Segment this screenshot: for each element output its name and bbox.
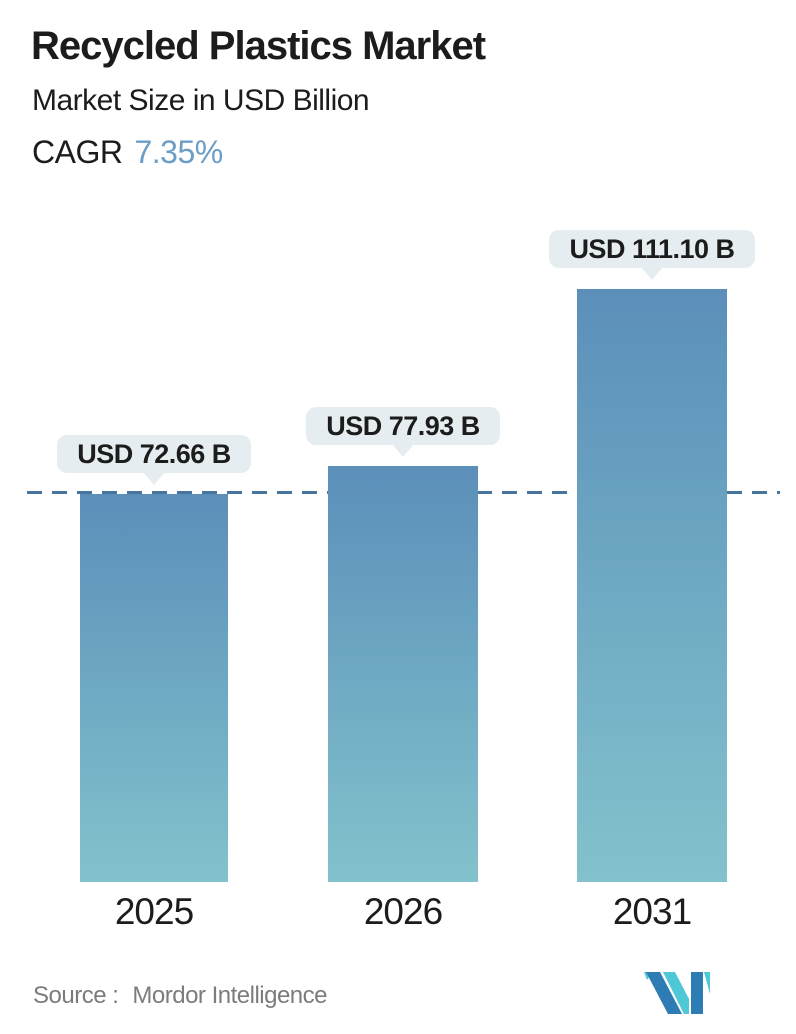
value-callout-2031: USD 111.10 B [549, 230, 755, 280]
chart-subtitle: Market Size in USD Billion [32, 84, 370, 117]
source-value: Mordor Intelligence [132, 982, 327, 1009]
chart-title: Recycled Plastics Market [31, 24, 486, 68]
callout-pointer-icon [641, 267, 663, 280]
x-axis-label-2031: 2031 [612, 891, 692, 932]
value-label-2031: USD 111.10 B [549, 230, 755, 268]
value-label-2026: USD 77.93 B [306, 407, 500, 445]
bar-column-2026: USD 77.93 B [306, 407, 500, 882]
bar-column-2031: USD 111.10 B [549, 230, 755, 882]
callout-pointer-icon [143, 472, 165, 485]
mordor-intelligence-logo-icon [644, 972, 710, 1014]
cagr-label: CAGR [32, 134, 123, 170]
x-axis-label-2026: 2026 [363, 891, 443, 932]
bar-column-2025: USD 72.66 B [57, 435, 251, 882]
value-callout-2026: USD 77.93 B [306, 407, 500, 457]
x-axis-label-2025: 2025 [114, 891, 194, 932]
callout-pointer-icon [392, 444, 414, 457]
cagr-value: 7.35% [134, 134, 223, 170]
value-label-2025: USD 72.66 B [57, 435, 251, 473]
bar-2031 [577, 289, 727, 882]
source-line: Source : Mordor Intelligence [33, 982, 327, 1010]
bar-2025 [80, 494, 228, 882]
value-callout-2025: USD 72.66 B [57, 435, 251, 485]
bar-2026 [328, 466, 478, 882]
source-label: Source : [33, 982, 119, 1009]
cagr-row: CAGR 7.35% [32, 134, 223, 171]
